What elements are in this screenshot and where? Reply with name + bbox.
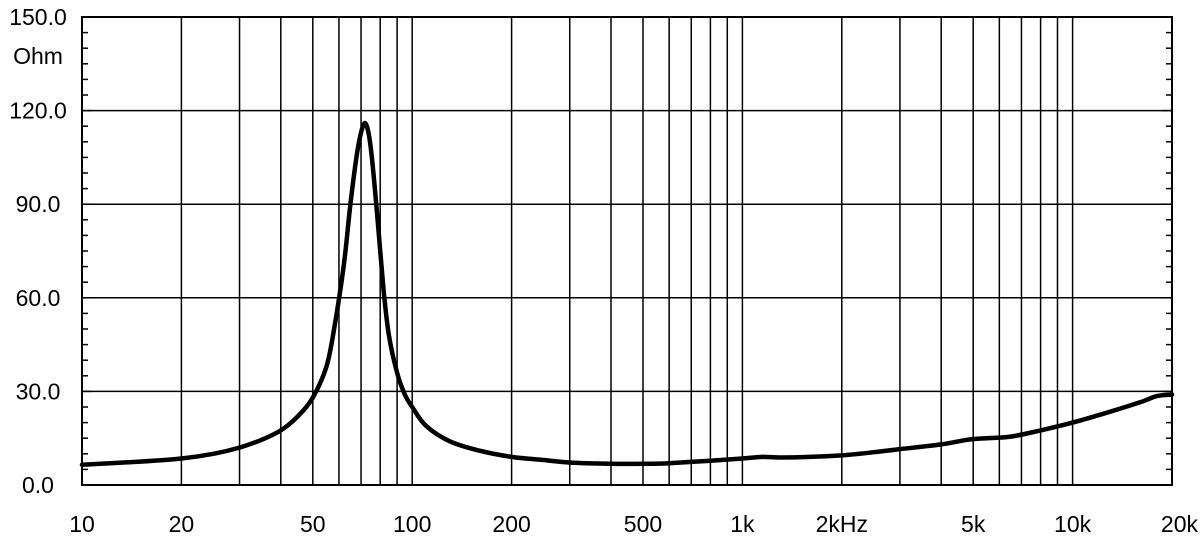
grid bbox=[82, 16, 1172, 486]
x-tick-label: 500 bbox=[624, 511, 662, 537]
y-tick-label: 0.0 bbox=[22, 472, 54, 498]
x-tick-label: 50 bbox=[300, 511, 326, 537]
x-tick-label: 20k bbox=[1161, 511, 1199, 537]
x-tick-label: 10k bbox=[1054, 511, 1092, 537]
y-tick-labels: 0.0 30.0 60.0 90.0 120.0 150.0 bbox=[9, 4, 67, 498]
x-tick-label: 200 bbox=[492, 511, 530, 537]
x-tick-label: 5k bbox=[961, 511, 986, 537]
y-tick-label: 150.0 bbox=[9, 4, 67, 30]
x-tick-labels: 10 20 50 100 200 500 1k 2kHz 5k 10k 20k bbox=[69, 511, 1198, 537]
y-tick-label: 120.0 bbox=[9, 98, 67, 124]
y-tick-label: 90.0 bbox=[16, 191, 61, 217]
x-tick-label: 2kHz bbox=[816, 511, 868, 537]
x-tick-label: 1k bbox=[730, 511, 755, 537]
y-tick-label: 30.0 bbox=[16, 378, 61, 404]
impedance-curve bbox=[79, 120, 1175, 467]
x-tick-label: 20 bbox=[169, 511, 195, 537]
plot-frame bbox=[81, 16, 1173, 486]
x-tick-label: 100 bbox=[393, 511, 431, 537]
y-tick-label: 60.0 bbox=[16, 285, 61, 311]
y-axis-unit-label: Ohm bbox=[13, 43, 63, 69]
x-tick-label: 10 bbox=[69, 511, 95, 537]
